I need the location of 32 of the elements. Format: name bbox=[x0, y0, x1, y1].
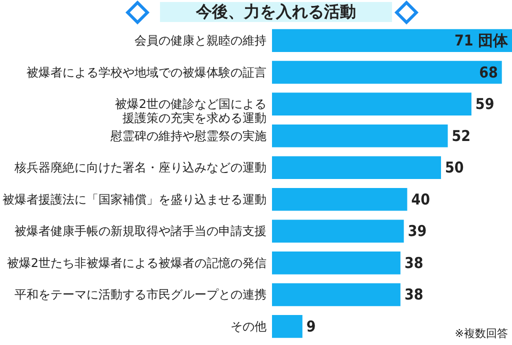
data-label: 38 bbox=[404, 286, 424, 304]
data-label: 40 bbox=[411, 190, 430, 208]
bar bbox=[272, 283, 400, 306]
y-tick-label: 被爆者健康手帳の新規取得や諸手当の申請支援 bbox=[14, 224, 266, 238]
data-label: 68 bbox=[479, 63, 498, 82]
y-tick-label: 被爆2世の健診など国による援護策の充実を求める運動 bbox=[114, 97, 266, 126]
data-label: 9 bbox=[306, 317, 316, 336]
y-tick-label: 会員の健康と親睦の維持 bbox=[134, 34, 266, 48]
bar bbox=[272, 314, 302, 338]
y-tick-label: 被爆2世たち非被爆者による被爆者の記憶の発信 bbox=[6, 256, 266, 270]
chart-title: 今後、力を入れる活動 bbox=[160, 2, 392, 22]
data-label: 38 bbox=[404, 254, 424, 272]
data-label: 59 bbox=[475, 95, 494, 114]
bar bbox=[272, 92, 472, 116]
data-label: 39 bbox=[408, 222, 427, 240]
bar bbox=[272, 60, 502, 84]
y-tick-label: 平和をテーマに活動する市民グループとの連携 bbox=[14, 288, 266, 302]
annotation: ※複数回答 bbox=[454, 326, 508, 341]
y-tick-label: 被爆者による学校や地域での被爆体験の証言 bbox=[26, 65, 266, 80]
bar bbox=[272, 220, 404, 243]
bar bbox=[272, 29, 512, 52]
data-label: 52 bbox=[452, 126, 471, 145]
bar bbox=[272, 251, 400, 274]
bar bbox=[272, 124, 448, 148]
data-label: 50 bbox=[445, 158, 464, 177]
data-label: 71 団体 bbox=[454, 32, 509, 50]
y-tick-label: その他 bbox=[230, 319, 266, 334]
y-tick-label: 核兵器廃絶に向けた署名・座り込みなどの運動 bbox=[14, 160, 266, 175]
y-tick-label: 慰霊碑の維持や慰霊祭の実施 bbox=[110, 128, 266, 143]
bar bbox=[272, 156, 442, 180]
bar bbox=[272, 188, 408, 211]
y-tick-label: 被爆者援護法に「国家補償」を盛り込ませる運動 bbox=[2, 192, 266, 206]
